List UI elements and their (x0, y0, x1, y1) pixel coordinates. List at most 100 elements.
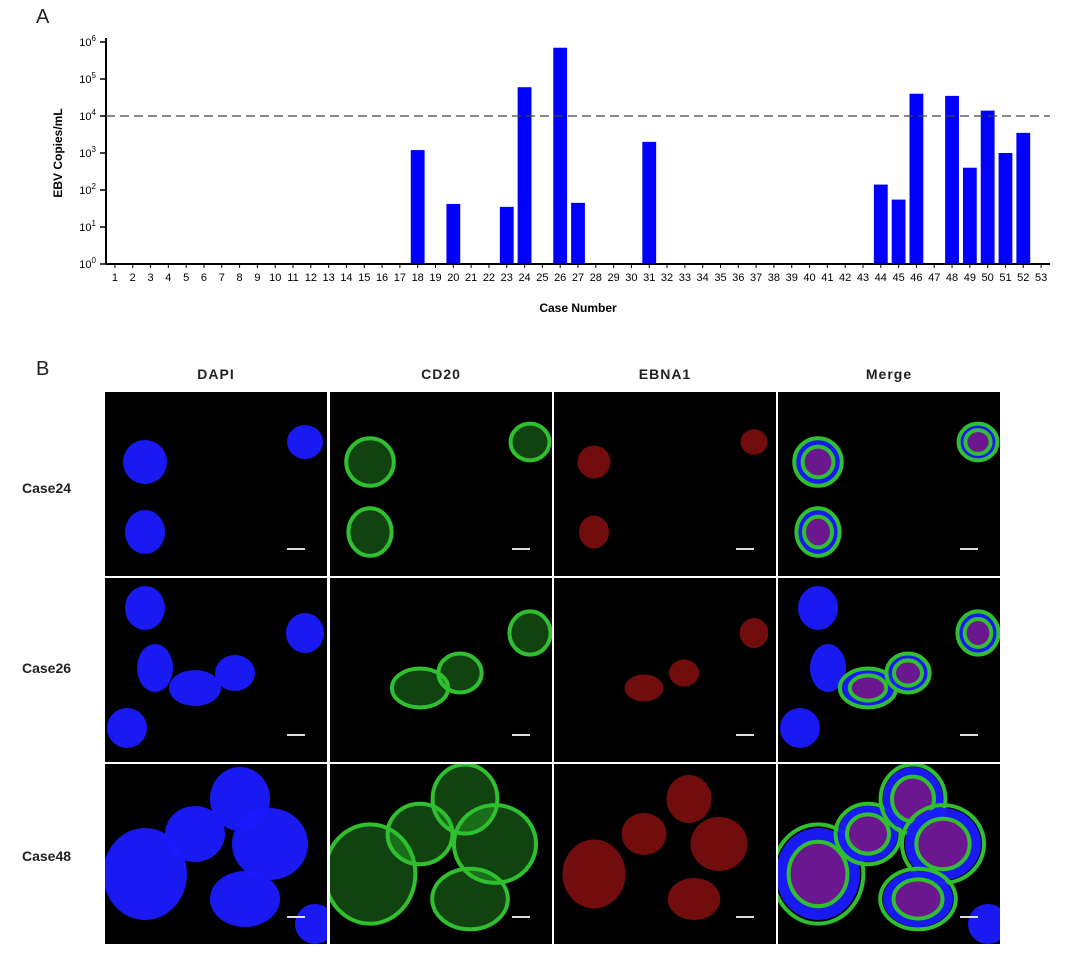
cell-shape (507, 609, 552, 657)
cell-shape (430, 764, 500, 836)
x-tick-label: 45 (892, 272, 904, 284)
y-tick-label: 102 (79, 182, 96, 197)
x-tick-label: 52 (1017, 272, 1029, 284)
y-tick-label: 106 (79, 34, 96, 49)
cell-shape (690, 817, 748, 871)
x-tick-label: 35 (714, 272, 726, 284)
y-axis-label: EBV Copies/mL (51, 108, 65, 197)
row-label-case26: Case26 (22, 660, 72, 676)
x-tick-label: 7 (219, 272, 225, 284)
bar-case-20 (446, 203, 461, 264)
micrograph-case48-cd20 (330, 764, 552, 944)
cell-shape (232, 808, 308, 880)
x-tick-label: 44 (875, 272, 887, 284)
x-tick-label: 16 (376, 272, 388, 284)
x-tick-label: 21 (465, 272, 477, 284)
cell-shape (739, 618, 769, 648)
x-tick-label: 13 (323, 272, 335, 284)
cell-shape (430, 866, 510, 932)
x-tick-label: 50 (982, 272, 994, 284)
cell-shape (666, 775, 712, 823)
x-tick-label: 51 (999, 272, 1011, 284)
scale-bar (287, 548, 305, 550)
cell-shape (955, 609, 1000, 657)
cell-shape (577, 445, 611, 479)
cell-shape (624, 674, 664, 702)
cell-shape (210, 871, 280, 927)
micrograph-drawing (780, 586, 1000, 748)
x-tick-label: 31 (643, 272, 655, 284)
x-tick-label: 1 (112, 272, 118, 284)
column-header-cd20: CD20 (421, 366, 461, 382)
scale-bar (287, 734, 305, 736)
x-tick-label: 53 (1035, 272, 1047, 284)
cell-shape (968, 904, 1000, 944)
cell-shape (105, 828, 187, 920)
cell-shape (169, 670, 221, 706)
cell-shape (287, 425, 323, 459)
x-tick-label: 24 (518, 272, 530, 284)
bar-case-48 (945, 95, 959, 265)
x-tick-label: 18 (412, 272, 424, 284)
micrograph-case24-cd20 (330, 392, 552, 576)
cell-shape (837, 666, 899, 710)
micrograph-drawing (577, 429, 768, 549)
x-tick-label: 33 (679, 272, 691, 284)
scale-bar (512, 734, 530, 736)
cell-shape (165, 806, 225, 862)
x-tick-label: 15 (358, 272, 370, 284)
row-label-case48: Case48 (22, 848, 72, 864)
y-tick-label: 100 (79, 256, 96, 271)
micrograph-drawing (624, 618, 769, 702)
micrograph-drawing (107, 586, 324, 748)
micrograph-case24-dapi (105, 392, 327, 576)
cell-shape (899, 803, 987, 885)
panel-b-letter: B (36, 358, 50, 380)
scale-bar (736, 916, 754, 918)
x-tick-label: 17 (394, 272, 406, 284)
micrograph-case48-dapi (105, 764, 327, 944)
cell-shape (451, 803, 539, 885)
cell-shape (798, 586, 838, 630)
cell-shape (344, 436, 396, 488)
bar-case-26 (553, 47, 568, 265)
micrograph-drawing (330, 764, 539, 932)
y-tick-label: 104 (79, 108, 96, 123)
x-tick-label: 9 (254, 272, 260, 284)
micrograph-drawing (389, 609, 552, 710)
y-tick-label: 101 (79, 219, 96, 234)
x-tick-label: 25 (536, 272, 548, 284)
cell-shape (107, 708, 147, 748)
x-tick-label: 29 (607, 272, 619, 284)
bar-case-31 (642, 141, 657, 264)
x-tick-label: 22 (483, 272, 495, 284)
scale-bar (287, 916, 305, 918)
x-tick-label: 20 (447, 272, 459, 284)
cell-shape (878, 866, 958, 932)
bar-case-46 (909, 93, 924, 264)
micrograph-case48-merge (778, 764, 1000, 944)
cell-shape (579, 515, 609, 549)
micrograph-drawing (105, 767, 327, 944)
x-tick-label: 41 (821, 272, 833, 284)
scale-bar (960, 548, 978, 550)
scale-bar (736, 734, 754, 736)
micrograph-drawing (562, 775, 748, 920)
scale-bar (736, 548, 754, 550)
x-tick-label: 5 (183, 272, 189, 284)
bar-case-49 (962, 167, 977, 264)
x-tick-label: 6 (201, 272, 207, 284)
x-tick-label: 46 (910, 272, 922, 284)
x-axis-label: Case Number (539, 301, 617, 315)
cell-shape (346, 506, 394, 558)
scale-bar (512, 916, 530, 918)
column-header-merge: Merge (865, 366, 913, 382)
x-tick-label: 48 (946, 272, 958, 284)
micrograph-case26-merge (778, 578, 1000, 762)
bar-case-18 (410, 150, 425, 264)
bar-case-52 (1016, 132, 1031, 264)
cell-shape (740, 429, 768, 455)
cell-shape (792, 436, 844, 488)
cell-shape (123, 440, 167, 484)
scale-bar (960, 734, 978, 736)
